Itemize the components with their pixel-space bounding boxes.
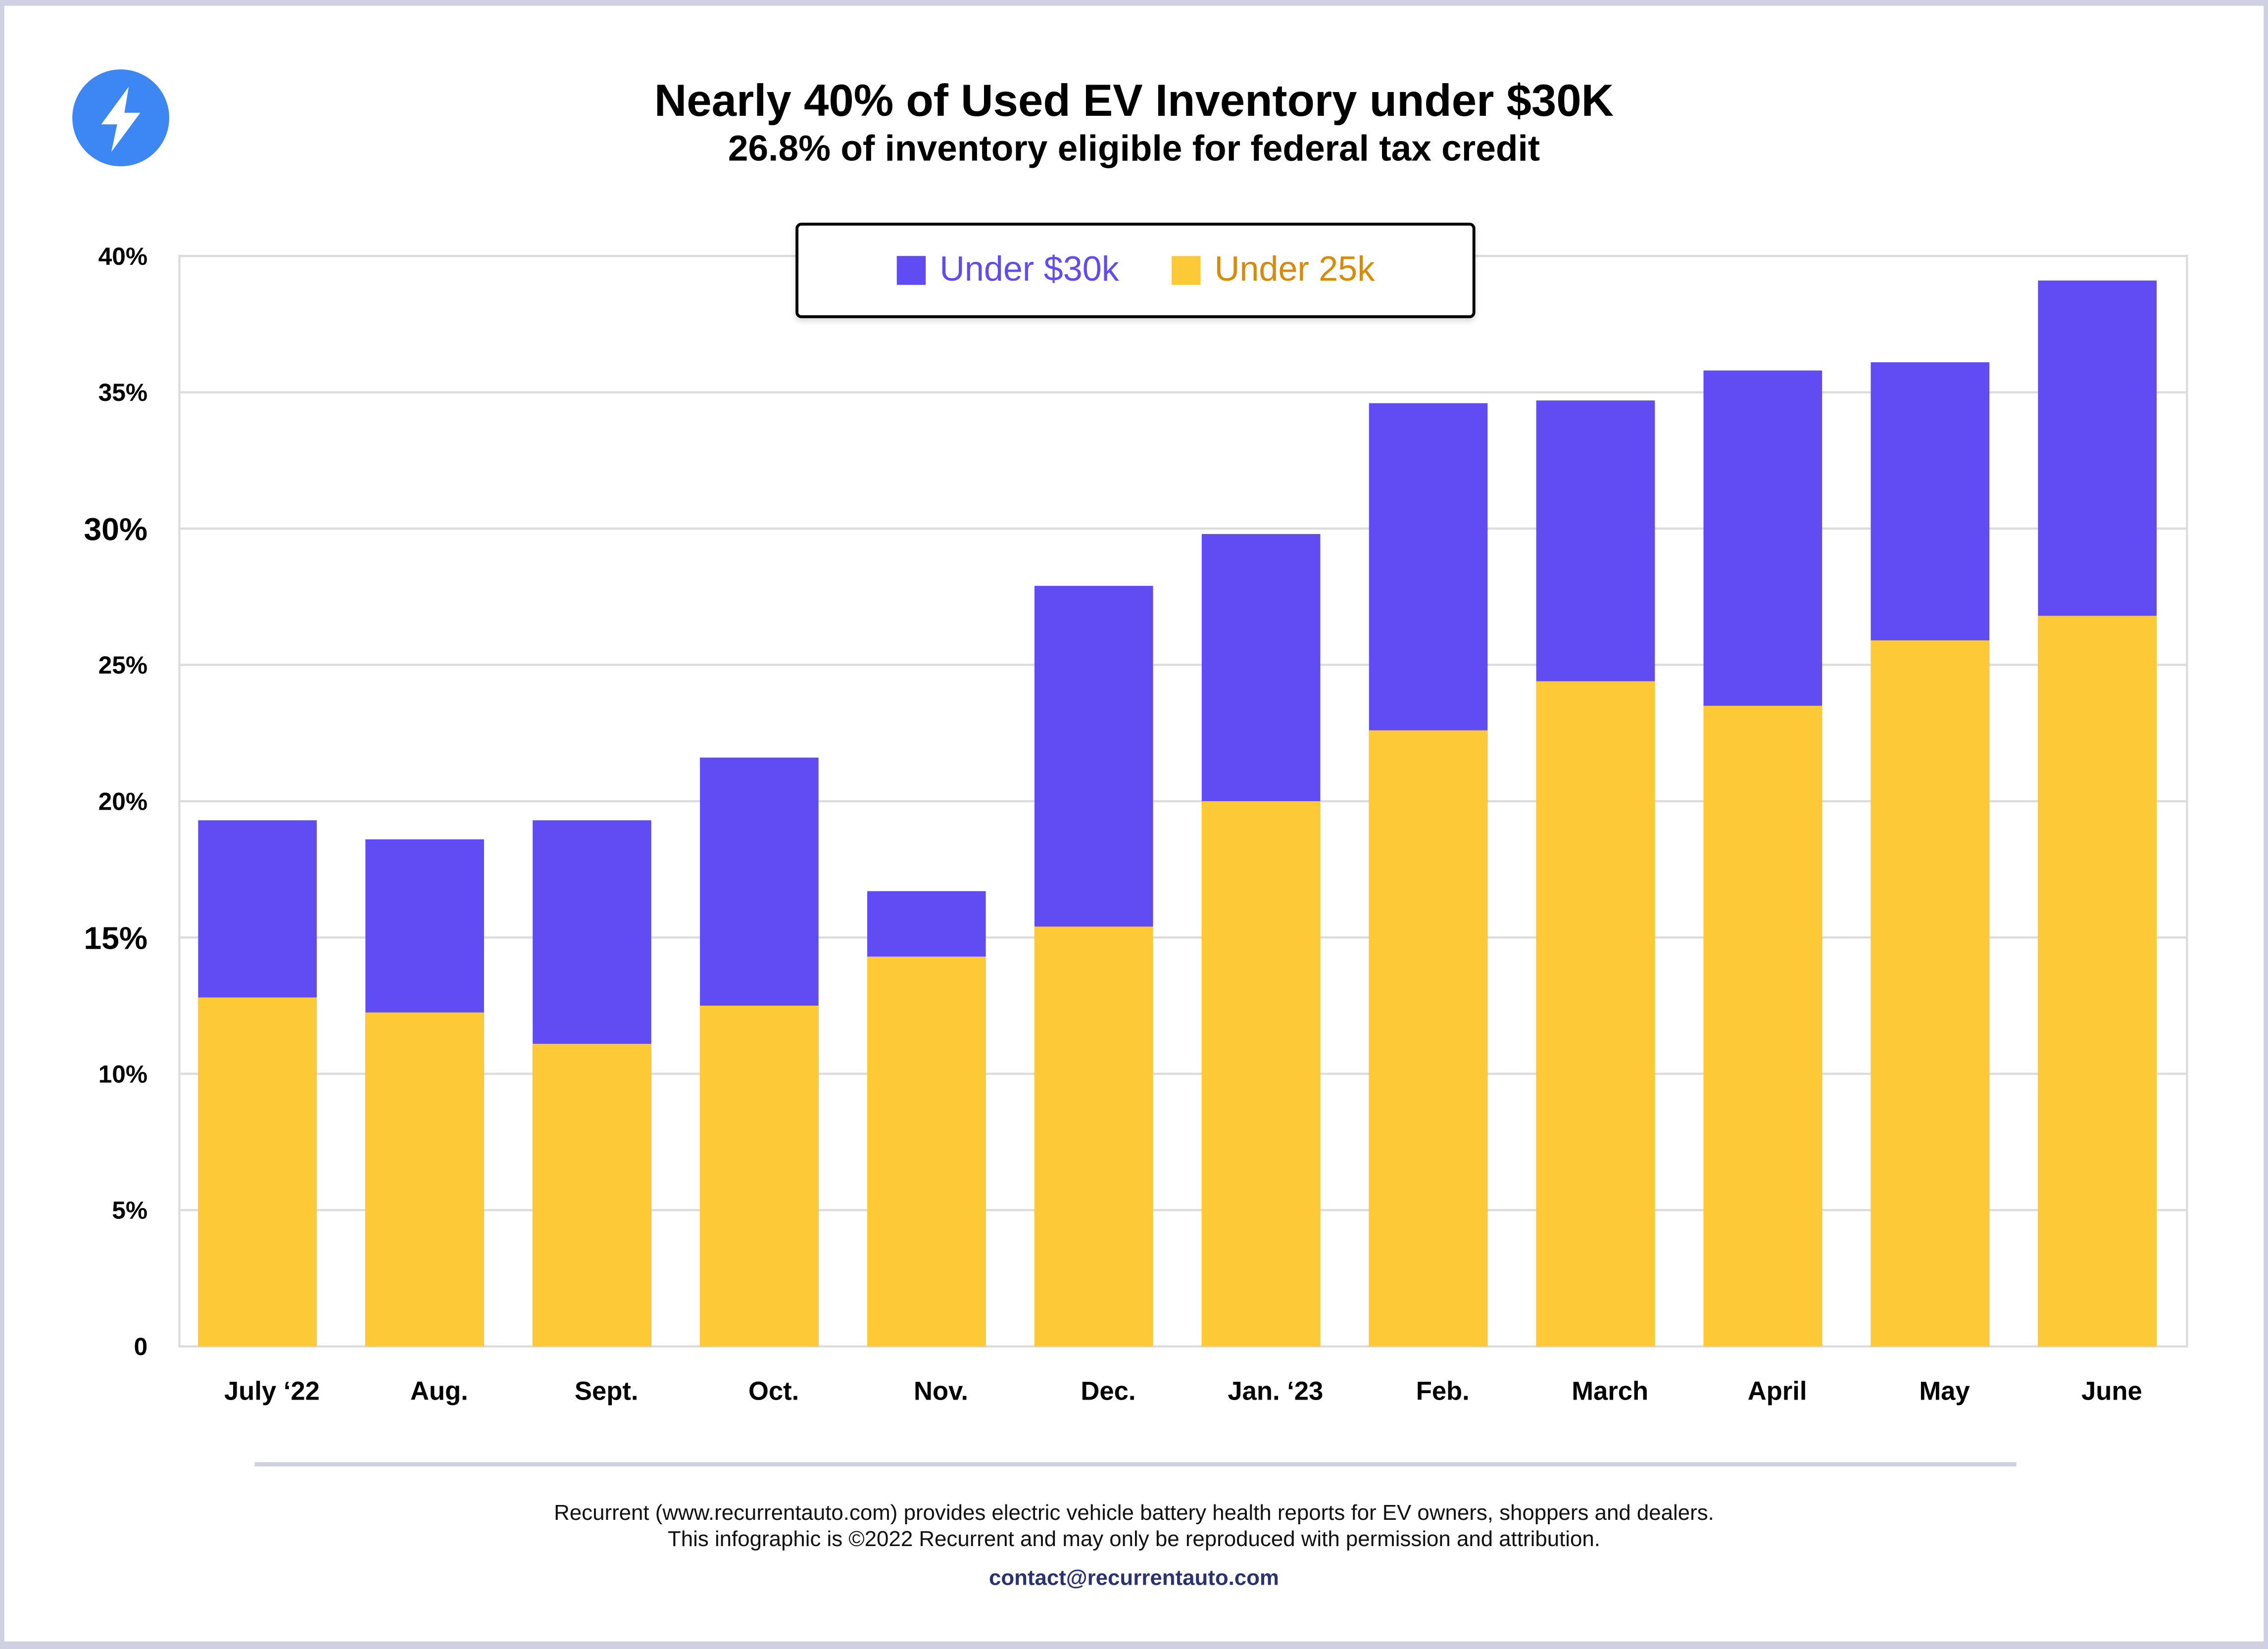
lightning-bolt-icon — [72, 69, 169, 167]
x-tick-label: Sept. — [575, 1377, 639, 1406]
x-tick-label: April — [1748, 1377, 1807, 1406]
legend-item-under-30k: Under $30k — [896, 250, 1119, 291]
bar-under-25k — [1536, 681, 1655, 1347]
y-tick-label: 15% — [84, 921, 148, 956]
y-tick-label: 25% — [99, 651, 148, 679]
legend-label: Under $30k — [939, 250, 1119, 290]
y-tick-label: 35% — [99, 379, 148, 406]
contact-link[interactable]: contact@recurrentauto.com — [989, 1566, 1279, 1591]
x-tick-label: May — [1919, 1377, 1970, 1406]
y-tick-label: 20% — [99, 787, 148, 815]
legend-swatch — [896, 256, 926, 285]
x-tick-label: Oct. — [748, 1377, 799, 1406]
bar-under-25k — [2038, 616, 2157, 1347]
bar-under-25k — [1703, 706, 1823, 1347]
bar-under-25k — [1871, 640, 1990, 1347]
bar-under-25k — [198, 997, 317, 1347]
bar-under-25k — [365, 1012, 484, 1347]
footer-line-1: Recurrent (www.recurrentauto.com) provid… — [554, 1501, 1714, 1526]
legend-item-under-25k: Under 25k — [1171, 250, 1375, 291]
bar-under-25k — [1369, 730, 1488, 1347]
bar-under-25k — [867, 956, 986, 1347]
chart-title: Nearly 40% of Used EV Inventory under $3… — [654, 75, 1614, 126]
y-tick-label: 30% — [84, 511, 148, 547]
footer-line-2: This infographic is ©2022 Recurrent and … — [667, 1527, 1600, 1552]
x-tick-label: July ‘22 — [224, 1377, 320, 1406]
x-tick-label: Jan. ‘23 — [1228, 1377, 1323, 1406]
bar-under-25k — [1201, 801, 1321, 1347]
y-tick-label: 5% — [112, 1197, 148, 1224]
y-tick-label: 10% — [99, 1060, 148, 1088]
x-tick-label: Feb. — [1416, 1377, 1470, 1406]
x-tick-label: Aug. — [410, 1377, 468, 1406]
y-tick-label: 40% — [99, 242, 148, 270]
chart-subtitle: 26.8% of inventory eligible for federal … — [728, 129, 1540, 169]
legend-label: Under 25k — [1214, 250, 1375, 290]
x-tick-label: Nov. — [914, 1377, 968, 1406]
bar-under-25k — [700, 1006, 819, 1347]
y-tick-label: 0 — [134, 1333, 148, 1360]
legend: Under $30k Under 25k — [795, 223, 1476, 318]
legend-swatch — [1171, 256, 1200, 285]
divider — [254, 1462, 2017, 1467]
bar-under-25k — [533, 1044, 651, 1347]
x-tick-label: March — [1572, 1377, 1648, 1406]
x-tick-label: Dec. — [1081, 1377, 1135, 1406]
bar-under-25k — [1034, 926, 1153, 1347]
x-tick-label: June — [2081, 1377, 2142, 1406]
